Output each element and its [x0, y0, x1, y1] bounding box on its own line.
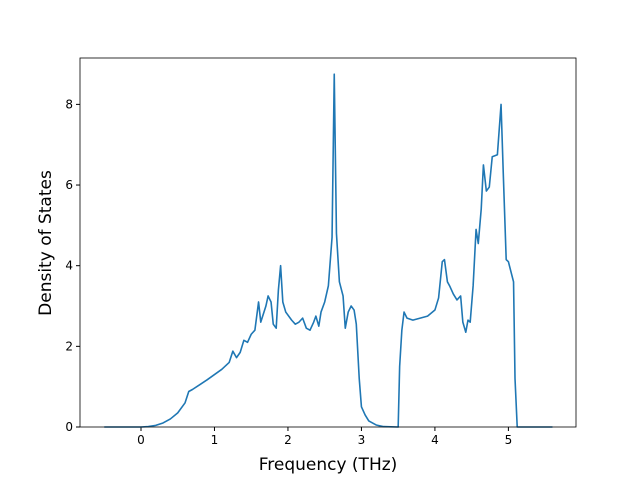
- y-tick-label: 2: [65, 339, 73, 353]
- x-tick-label: 4: [431, 433, 439, 447]
- y-tick-label: 0: [65, 420, 73, 434]
- y-tick-label: 8: [65, 97, 73, 111]
- x-tick-label: 3: [358, 433, 366, 447]
- y-tick-label: 6: [65, 178, 73, 192]
- x-axis-label: Frequency (THz): [259, 455, 398, 475]
- x-tick-label: 5: [505, 433, 513, 447]
- x-tick-label: 1: [211, 433, 219, 447]
- y-axis-label: Density of States: [36, 170, 56, 316]
- x-tick-label: 0: [137, 433, 145, 447]
- line-series: [104, 73, 553, 428]
- x-tick-label: 2: [284, 433, 292, 447]
- y-tick-label: 4: [65, 259, 73, 273]
- plot-frame: [79, 57, 577, 428]
